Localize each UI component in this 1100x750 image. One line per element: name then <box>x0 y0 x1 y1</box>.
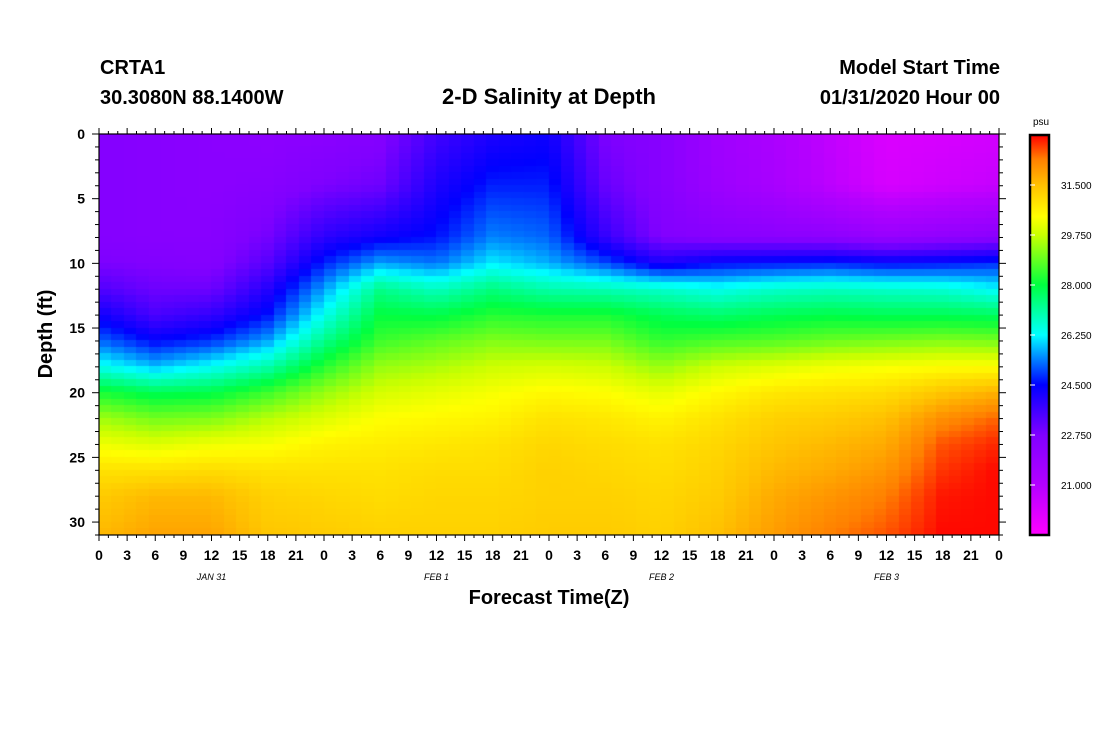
x-tick-label: 6 <box>826 547 834 563</box>
colorbar-tick-label: 21.000 <box>1061 481 1092 492</box>
x-tick-label: 12 <box>204 547 220 563</box>
x-tick-label: 18 <box>485 547 501 563</box>
y-axis-title: Depth (ft) <box>35 290 57 379</box>
x-tick-label: 21 <box>288 547 304 563</box>
x-tick-label: 3 <box>348 547 356 563</box>
x-tick-label: 18 <box>935 547 951 563</box>
x-tick-label: 9 <box>854 547 862 563</box>
x-tick-label: 3 <box>573 547 581 563</box>
x-tick-label: 6 <box>151 547 159 563</box>
x-tick-label: 3 <box>798 547 806 563</box>
x-tick-label: 9 <box>179 547 187 563</box>
x-tick-label: 18 <box>710 547 726 563</box>
x-tick-label: 9 <box>404 547 412 563</box>
colorbar-tick-label: 28.000 <box>1061 281 1092 292</box>
x-tick-label: 0 <box>770 547 778 563</box>
date-label: FEB 1 <box>424 572 449 582</box>
station-coordinates: 30.3080N 88.1400W <box>100 87 284 109</box>
colorbar: psu 21.000 22.750 24.500 26.250 28.000 29.750… <box>1028 117 1092 537</box>
x-tick-label: 12 <box>879 547 895 563</box>
y-tick-label: 30 <box>69 514 85 530</box>
date-labels: JAN 31 FEB 1 FEB 2 FEB 3 <box>196 572 899 582</box>
x-tick-label: 0 <box>995 547 1003 563</box>
date-label: JAN 31 <box>196 572 227 582</box>
x-tick-label: 21 <box>738 547 754 563</box>
x-tick-label: 15 <box>232 547 248 563</box>
colorbar-tick-label: 31.500 <box>1061 181 1092 192</box>
x-tick-label: 12 <box>654 547 670 563</box>
salinity-heatmap <box>99 134 999 535</box>
chart-title: 2-D Salinity at Depth <box>442 84 656 109</box>
x-tick-label: 21 <box>963 547 979 563</box>
y-tick-label: 10 <box>69 255 85 271</box>
model-start-value: 01/31/2020 Hour 00 <box>819 87 1000 109</box>
date-label: FEB 2 <box>649 572 674 582</box>
model-start-label: Model Start Time <box>839 57 1000 79</box>
x-tick-label: 0 <box>320 547 328 563</box>
colorbar-unit: psu <box>1033 117 1049 128</box>
colorbar-tick-label: 26.250 <box>1061 331 1092 342</box>
x-tick-label: 0 <box>95 547 103 563</box>
y-tick-label: 5 <box>77 191 85 207</box>
y-tick-label: 0 <box>77 126 85 142</box>
x-tick-label: 15 <box>457 547 473 563</box>
y-tick-label: 20 <box>69 385 85 401</box>
x-tick-label: 15 <box>682 547 698 563</box>
y-tick-label: 15 <box>69 320 85 336</box>
date-label: FEB 3 <box>874 572 899 582</box>
x-tick-label: 3 <box>123 547 131 563</box>
x-tick-label: 15 <box>907 547 923 563</box>
colorbar-tick-label: 29.750 <box>1061 231 1092 242</box>
x-tick-label: 6 <box>376 547 384 563</box>
station-id: CRTA1 <box>100 57 166 79</box>
colorbar-tick-label: 24.500 <box>1061 381 1092 392</box>
colorbar-tick-label: 22.750 <box>1061 431 1092 442</box>
x-tick-label: 21 <box>513 547 529 563</box>
plot-frame <box>98 133 1000 536</box>
y-tick-label: 25 <box>69 449 85 465</box>
x-tick-label: 9 <box>629 547 637 563</box>
x-tick-label: 0 <box>545 547 553 563</box>
x-axis-title: Forecast Time(Z) <box>469 587 630 609</box>
y-axis: 0 5 10 15 20 25 30 <box>69 126 1006 536</box>
x-tick-label: 6 <box>601 547 609 563</box>
x-tick-label: 12 <box>429 547 445 563</box>
x-tick-label: 18 <box>260 547 276 563</box>
x-axis: 0 3 6 9 12 15 18 21 0 3 6 9 12 15 18 21 0 3 6 9 12 15 18 21 0 3 6 9… <box>95 128 1003 563</box>
